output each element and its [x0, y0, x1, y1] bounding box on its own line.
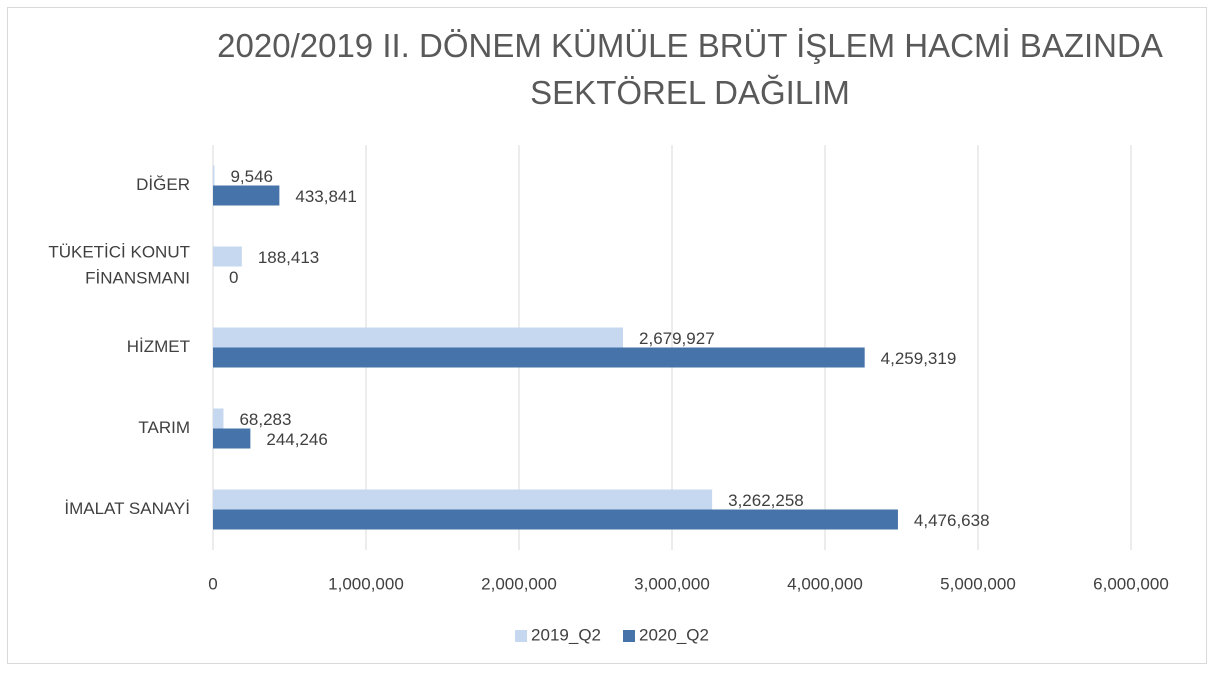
- y-tick-label-line: TÜKETİCİ KONUT: [48, 243, 190, 262]
- y-tick-label: HİZMET: [127, 337, 190, 356]
- legend-swatch: [515, 630, 528, 642]
- legend-label: 2020_Q2: [639, 625, 709, 644]
- data-label: 0: [229, 268, 238, 287]
- y-tick-label: TÜKETİCİ KONUT FİNANSMANI: [48, 243, 190, 288]
- bar: [213, 408, 224, 429]
- x-tick-label: 1,000,000: [328, 574, 404, 593]
- data-label: 9,546: [230, 167, 273, 186]
- x-tick-label: 6,000,000: [1093, 574, 1169, 593]
- y-tick-label: İMALAT SANAYİ: [64, 499, 190, 518]
- data-label: 4,259,319: [881, 349, 957, 368]
- data-label: 3,262,258: [728, 491, 804, 510]
- bar: [213, 428, 251, 449]
- data-label: 433,841: [295, 187, 356, 206]
- bar: [213, 327, 624, 348]
- legend-label: 2019_Q2: [531, 625, 601, 644]
- x-tick-label: 2,000,000: [481, 574, 557, 593]
- x-tick-label: 0: [208, 574, 217, 593]
- x-tick-label: 4,000,000: [787, 574, 863, 593]
- bar: [213, 165, 215, 186]
- bar: [213, 489, 713, 510]
- x-tick-label: 5,000,000: [940, 574, 1016, 593]
- y-tick-label: DİĞER: [136, 175, 190, 194]
- bar: [213, 185, 280, 206]
- bar: [213, 347, 865, 368]
- bar: [213, 509, 898, 530]
- chart-title: 2020/2019 II. DÖNEM KÜMÜLE BRÜT İŞLEM HA…: [217, 27, 1163, 111]
- legend-swatch: [623, 630, 635, 642]
- data-label: 4,476,638: [914, 511, 990, 530]
- data-label: 68,283: [239, 410, 291, 429]
- y-tick-label: TARIM: [138, 418, 190, 437]
- data-label: 188,413: [258, 248, 319, 267]
- bar: [213, 246, 242, 267]
- y-tick-label-line: FİNANSMANI: [85, 269, 190, 288]
- data-label: 244,246: [266, 430, 327, 449]
- x-tick-label: 3,000,000: [634, 574, 710, 593]
- data-label: 2,679,927: [639, 329, 715, 348]
